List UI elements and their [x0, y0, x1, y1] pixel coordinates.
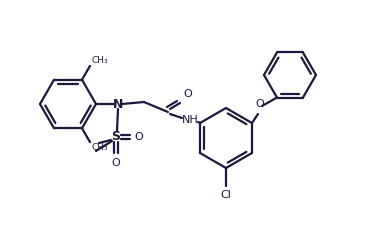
Text: Cl: Cl	[220, 190, 232, 200]
Text: NH: NH	[182, 115, 198, 125]
Text: S: S	[84, 140, 93, 152]
Text: O: O	[256, 99, 264, 109]
Text: CH₃: CH₃	[91, 143, 108, 152]
Text: O: O	[112, 158, 120, 168]
Text: O: O	[134, 132, 143, 142]
Text: CH₃: CH₃	[91, 56, 108, 65]
Text: O: O	[183, 89, 192, 99]
Text: S: S	[112, 131, 120, 143]
Text: N: N	[113, 98, 123, 110]
